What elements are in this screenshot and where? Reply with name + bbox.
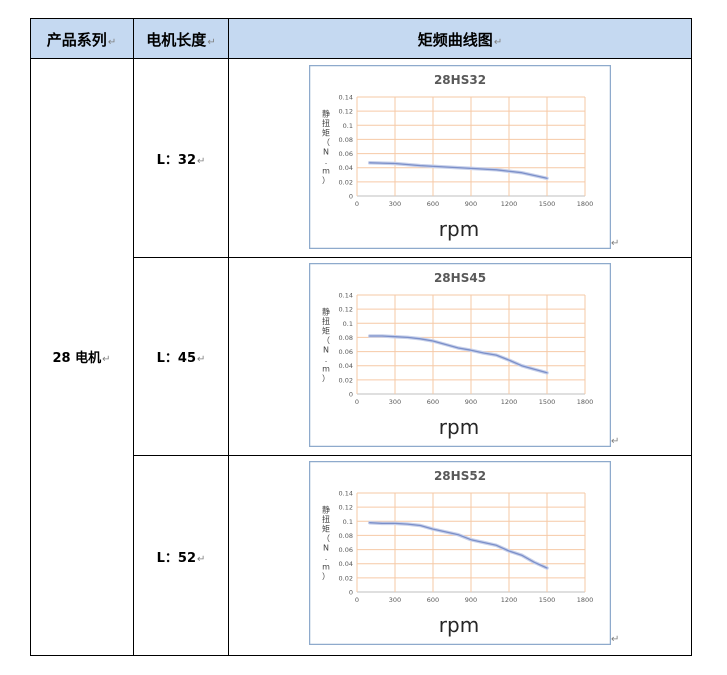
length-cell-45: L：45↵ bbox=[156, 351, 206, 366]
table-border-right bbox=[691, 18, 692, 656]
y-axis-label: 静扭矩（ N. m） bbox=[322, 109, 330, 186]
y-tick-label: 0 bbox=[349, 193, 353, 201]
y-tick-label: 0.02 bbox=[339, 574, 353, 582]
x-tick-label: 1800 bbox=[577, 596, 594, 604]
length-cell-52: L：52↵ bbox=[156, 551, 206, 566]
y-tick-label: 0 bbox=[349, 391, 353, 399]
y-tick-label: 0.04 bbox=[339, 362, 353, 370]
x-tick-label: 1200 bbox=[501, 596, 518, 604]
x-tick-label: 600 bbox=[427, 398, 439, 406]
torque-chart-28hs45: 28HS45 0 0.02 0.04 0.06 0.08 0.1 0.12 0.14 0 300 60… bbox=[308, 262, 612, 448]
length-cell-32: L：32↵ bbox=[156, 153, 206, 168]
chart-frame bbox=[308, 460, 612, 646]
x-tick-label: 1200 bbox=[501, 398, 518, 406]
paragraph-mark-chart-2: ↵ bbox=[611, 436, 620, 447]
x-tick-label: 300 bbox=[389, 398, 401, 406]
header-motor-length: 电机长度↵ bbox=[146, 31, 216, 49]
x-tick-label: 900 bbox=[465, 596, 477, 604]
x-tick-label: 300 bbox=[389, 200, 401, 208]
series-line bbox=[369, 162, 548, 179]
x-tick-label: 900 bbox=[465, 200, 477, 208]
torque-chart-28hs32: 28HS32 0 0.02 0.04 0.06 0.08 0.1 0.12 0.14 0 300 60… bbox=[308, 64, 612, 250]
x-tick-label: 900 bbox=[465, 398, 477, 406]
chart-title: 28HS52 bbox=[434, 469, 486, 483]
x-tick-label: 1200 bbox=[501, 200, 518, 208]
chart-svg-28hs32: 28HS32 0 0.02 0.04 0.06 0.08 0.1 0.12 0.14 0 300 60… bbox=[308, 64, 612, 250]
y-axis-label: 静扭矩（ N. m） bbox=[322, 505, 330, 582]
y-tick-label: 0.02 bbox=[339, 376, 353, 384]
y-axis-label: 静扭矩（ N. m） bbox=[322, 307, 330, 384]
y-tick-label: 0.12 bbox=[339, 108, 353, 116]
y-tick-label: 0.14 bbox=[339, 292, 353, 300]
chart-frame bbox=[308, 64, 612, 250]
x-tick-label: 1800 bbox=[577, 200, 594, 208]
y-tick-label: 0.06 bbox=[339, 348, 353, 356]
header-product-series: 产品系列↵ bbox=[46, 31, 117, 49]
y-tick-label: 0.02 bbox=[339, 178, 353, 186]
row-divider-2 bbox=[133, 455, 692, 456]
series-line bbox=[369, 522, 548, 569]
y-tick-label: 0.04 bbox=[339, 560, 353, 568]
row-divider-1 bbox=[133, 257, 692, 258]
x-tick-label: 1500 bbox=[539, 398, 556, 406]
y-tick-label: 0.12 bbox=[339, 504, 353, 512]
y-tick-label: 0 bbox=[349, 589, 353, 597]
x-tick-label: 300 bbox=[389, 596, 401, 604]
y-tick-label: 0.12 bbox=[339, 306, 353, 314]
y-tick-label: 0.06 bbox=[339, 150, 353, 158]
y-tick-label: 0.14 bbox=[339, 94, 353, 102]
y-tick-label: 0.1 bbox=[343, 122, 353, 130]
chart-title: 28HS32 bbox=[434, 73, 486, 87]
y-tick-label: 0.1 bbox=[343, 518, 353, 526]
x-axis-label: rpm bbox=[439, 217, 479, 241]
x-tick-label: 0 bbox=[355, 398, 359, 406]
y-tick-label: 0.06 bbox=[339, 546, 353, 554]
column-divider-2 bbox=[228, 18, 229, 656]
y-tick-label: 0.1 bbox=[343, 320, 353, 328]
y-tick-label: 0.08 bbox=[339, 136, 353, 144]
chart-svg-28hs45: 28HS45 0 0.02 0.04 0.06 0.08 0.1 0.12 0.14 0 300 60… bbox=[308, 262, 612, 448]
x-tick-label: 600 bbox=[427, 200, 439, 208]
paragraph-mark-chart-1: ↵ bbox=[611, 238, 620, 249]
y-tick-label: 0.08 bbox=[339, 532, 353, 540]
chart-svg-28hs52: 28HS52 0 0.02 0.04 0.06 0.08 0.1 0.12 0.14 0 300 60… bbox=[308, 460, 612, 646]
paragraph-mark-chart-3: ↵ bbox=[611, 634, 620, 645]
table-border-bottom bbox=[30, 655, 692, 656]
header-row-background bbox=[30, 18, 692, 58]
x-axis-label: rpm bbox=[439, 613, 479, 637]
chart-frame bbox=[308, 262, 612, 448]
x-axis-label: rpm bbox=[439, 415, 479, 439]
table-border-top bbox=[30, 18, 692, 19]
y-tick-label: 0.04 bbox=[339, 164, 353, 172]
header-torque-curve: 矩频曲线图↵ bbox=[417, 31, 503, 49]
y-tick-label: 0.14 bbox=[339, 490, 353, 498]
x-tick-label: 1500 bbox=[539, 596, 556, 604]
header-bottom-border bbox=[30, 58, 692, 59]
table-border-left bbox=[30, 18, 31, 656]
spec-table: 产品系列↵ 电机长度↵ 矩频曲线图↵ 28 电机↵ L：32↵ L：45↵ L：… bbox=[30, 18, 692, 658]
torque-chart-28hs52: 28HS52 0 0.02 0.04 0.06 0.08 0.1 0.12 0.14 0 300 60… bbox=[308, 460, 612, 646]
x-tick-label: 0 bbox=[355, 596, 359, 604]
series-cell-label: 28 电机↵ bbox=[52, 351, 111, 366]
y-tick-label: 0.08 bbox=[339, 334, 353, 342]
x-tick-label: 600 bbox=[427, 596, 439, 604]
chart-title: 28HS45 bbox=[434, 271, 486, 285]
x-tick-label: 0 bbox=[355, 200, 359, 208]
column-divider-1 bbox=[133, 18, 134, 656]
x-tick-label: 1800 bbox=[577, 398, 594, 406]
x-tick-label: 1500 bbox=[539, 200, 556, 208]
series-line bbox=[369, 335, 548, 374]
